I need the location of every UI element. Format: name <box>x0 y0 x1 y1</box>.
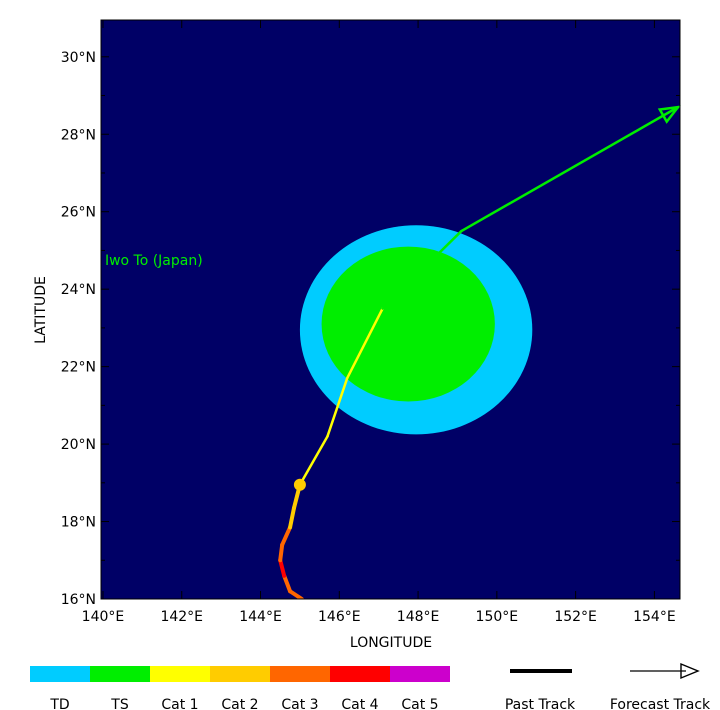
forecast-arrowhead-icon <box>657 105 681 124</box>
past-track-segment <box>280 525 293 547</box>
legend-swatch-cat-5 <box>390 666 450 682</box>
place-label-iwo-to: Iwo To (Japan) <box>105 253 203 269</box>
forecast-track-segment <box>345 307 384 380</box>
y-tick-label: 28°N <box>61 127 96 143</box>
map-axes: 140°E 142°E 144°E 146°E 148°E 150°E 152°E 154°E… <box>61 19 681 625</box>
legend-swatch-cat-1 <box>150 666 210 682</box>
past-track-segment <box>282 573 293 594</box>
legend-label-ts: TS <box>110 697 129 710</box>
x-tick-label: 152°E <box>554 609 597 625</box>
legend-label-cat-5: Cat 5 <box>401 697 438 710</box>
forecast-arrow-icon <box>680 662 700 680</box>
legend-swatch-cat-3 <box>270 666 330 682</box>
wind-swath-ts <box>321 246 495 402</box>
x-tick-label: 146°E <box>318 609 361 625</box>
current-position-marker[interactable] <box>293 478 306 491</box>
past-track-segment <box>288 589 304 599</box>
legend-swatch-cat-2 <box>210 666 270 682</box>
y-axis-title: LATITUDE <box>33 276 49 344</box>
forecast-track-segment <box>298 435 329 486</box>
legend-label-cat-3: Cat 3 <box>281 697 318 710</box>
legend-label-cat-2: Cat 2 <box>221 697 258 710</box>
forecast-track-segment <box>460 105 680 233</box>
past-track-legend-label: Past Track <box>505 697 576 710</box>
forecast-track-legend-label: Forecast Track <box>610 697 711 710</box>
x-tick-label: 144°E <box>239 609 282 625</box>
past-track-segment <box>278 558 287 578</box>
category-legend: TD TS Cat 1 Cat 2 Cat 3 Cat 4 Cat 5 <box>30 666 450 710</box>
y-tick-label: 18°N <box>61 515 96 531</box>
legend-label-td: TD <box>49 697 69 710</box>
y-tick-label: 20°N <box>61 437 96 453</box>
plot-frame <box>100 19 681 600</box>
forecast-track-segment <box>381 229 463 310</box>
track-type-legend: Past Track Forecast Track <box>505 662 711 710</box>
x-tick-label: 148°E <box>397 609 440 625</box>
legend-swatch-ts <box>90 666 150 682</box>
y-tick-label: 16°N <box>61 592 96 608</box>
y-tick-label: 26°N <box>61 205 96 221</box>
legend-swatch-td <box>30 666 90 682</box>
forecast-track-segment <box>326 376 349 438</box>
x-tick-label: 142°E <box>160 609 203 625</box>
y-tick-label: 30°N <box>61 50 96 66</box>
map-plot-area[interactable]: Iwo To (Japan) <box>101 20 681 599</box>
x-axis-title: LONGITUDE <box>350 635 432 651</box>
x-tick-label: 140°E <box>82 609 125 625</box>
legend-swatch-cat-4 <box>330 666 390 682</box>
past-track-segment <box>278 542 285 563</box>
x-tick-label: 154°E <box>633 609 676 625</box>
legend-label-cat-1: Cat 1 <box>161 697 198 710</box>
y-tick-label: 22°N <box>61 360 96 376</box>
past-track-segment <box>288 505 296 530</box>
y-tick-label: 24°N <box>61 282 96 298</box>
x-tick-label: 150°E <box>476 609 519 625</box>
legend-label-cat-4: Cat 4 <box>341 697 378 710</box>
